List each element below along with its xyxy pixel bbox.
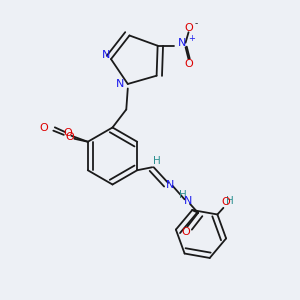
Text: O: O [65,132,74,142]
Text: N: N [178,38,186,48]
Text: O: O [184,59,193,69]
Text: O: O [184,23,193,33]
Text: H: H [226,196,234,206]
Text: H: H [179,190,187,200]
Text: O: O [182,227,190,237]
Text: H: H [153,156,161,166]
Text: O: O [40,123,48,133]
Text: N: N [102,50,111,60]
Text: +: + [188,34,195,43]
Text: -: - [195,19,198,28]
Text: O: O [221,197,230,208]
Text: N: N [183,196,192,206]
Text: N: N [116,79,124,89]
Text: N: N [165,180,174,190]
Text: O: O [63,128,72,138]
